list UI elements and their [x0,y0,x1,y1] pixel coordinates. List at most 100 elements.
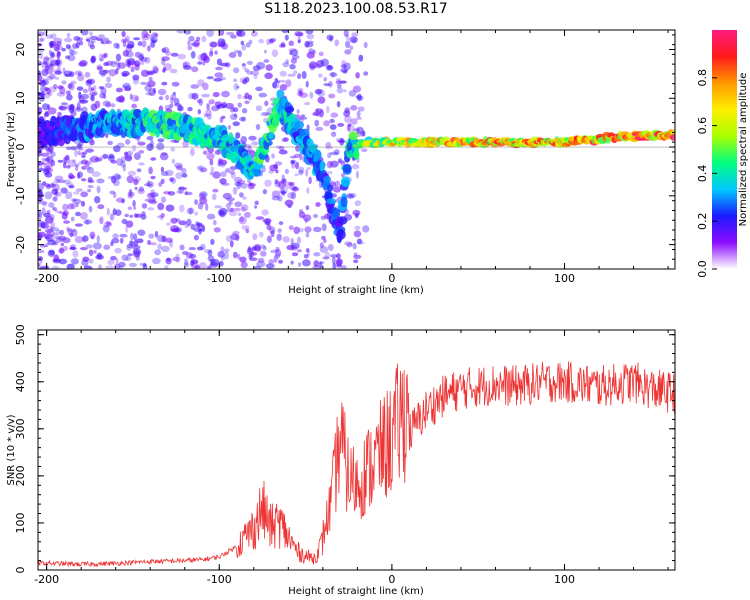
heatmap-cell [349,36,358,43]
heatmap-cell [327,184,334,192]
heatmap-cell [90,55,97,63]
heatmap-cell [263,140,273,147]
heatmap-cell [79,247,88,251]
heatmap-cell [306,167,311,170]
heatmap-cell [206,76,214,80]
heatmap-cell [109,190,116,195]
heatmap-cell [235,132,241,139]
heatmap-cell [118,261,126,268]
heatmap-y-axis-label: Frequency (Hz) [6,112,17,188]
heatmap-cell [301,114,305,118]
heatmap-cell [38,73,43,82]
heatmap-cell [170,52,179,57]
heatmap-cell [240,204,249,212]
heatmap-cell [119,233,128,238]
heatmap-cell [275,169,279,174]
heatmap-cell [279,79,286,83]
heatmap-cell [65,154,70,161]
heatmap-cell [163,63,172,71]
heatmap-cell [245,42,251,48]
heatmap-cell [195,221,200,226]
heatmap-cell [184,258,189,266]
heatmap-cell [321,223,327,232]
heatmap-cell [148,166,153,175]
heatmap-cell [196,246,204,251]
heatmap-cell [132,200,136,207]
heatmap-cell [169,177,175,182]
heatmap-cell [197,79,205,87]
heatmap-cell [290,191,297,200]
heatmap-cell [63,162,67,169]
heatmap-cell [188,207,193,215]
heatmap-cell [288,48,298,52]
heatmap-cell [83,219,93,225]
heatmap-cell [162,69,166,73]
heatmap-cell [208,50,214,57]
heatmap-cell [50,33,57,39]
heatmap-cell [40,222,49,229]
colorbar-tick-label: 0.6 [696,117,709,135]
heatmap-cell [136,238,144,244]
heatmap-cell [38,79,47,87]
heatmap-cell [38,250,45,253]
heatmap-cell [253,167,262,177]
heatmap-cell [262,189,267,195]
heatmap-cell [169,68,178,74]
heatmap-cell [178,105,184,112]
heatmap-cell [46,229,56,237]
heatmap-cell [141,203,148,209]
heatmap-cell [66,94,73,101]
heatmap-cell [100,40,104,45]
heatmap-cell [53,37,63,44]
heatmap-cell [134,63,140,71]
heatmap-cell [215,66,223,71]
heatmap-cell [323,77,328,82]
heatmap-cell [152,87,156,94]
heatmap-cell [153,67,159,74]
heatmap-cell [103,62,110,67]
heatmap-cell [329,151,339,156]
heatmap-cell [107,259,115,266]
heatmap-cell [236,179,246,184]
heatmap-cell [165,50,171,56]
heatmap-cell [285,106,295,113]
heatmap-cell [42,61,48,65]
heatmap-cell [356,126,364,134]
heatmap-cell [330,112,339,118]
heatmap-cell [207,113,212,120]
heatmap-cell [293,153,301,158]
heatmap-cell [102,224,110,233]
heatmap-cell [68,175,76,179]
heatmap-cell [318,73,323,78]
heatmap-cell [58,258,68,265]
heatmap-cell [316,59,325,68]
heatmap-cell [301,71,307,79]
heatmap-cell [56,92,66,97]
heatmap-cell [332,262,337,269]
heatmap-cell [123,87,131,92]
heatmap-cell [170,147,176,152]
heatmap-cell [216,58,223,66]
heatmap-cell [52,241,59,246]
heatmap-cell [149,139,154,148]
heatmap-cell [345,40,351,49]
heatmap-cell [341,60,346,66]
heatmap-cell [76,86,84,91]
heatmap-cell [90,94,95,102]
heatmap-cell [47,107,57,115]
heatmap-cell [336,101,341,108]
heatmap-cell [203,55,210,64]
heatmap-cell [322,176,332,183]
heatmap-cell [279,188,288,194]
heatmap-cell [133,250,141,258]
heatmap-cell [309,91,314,99]
heatmap-cell [40,265,45,269]
heatmap-cell [357,106,365,112]
heatmap-cell [182,251,189,255]
heatmap-cell [206,30,215,37]
heatmap-cell [241,43,247,51]
heatmap-cell [55,210,62,214]
heatmap-cell [52,196,58,202]
heatmap-cell [162,46,170,54]
heatmap-cell [284,34,289,41]
